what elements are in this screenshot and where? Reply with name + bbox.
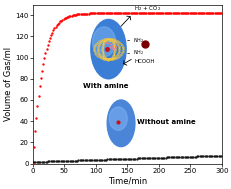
FancyArrowPatch shape <box>106 43 116 50</box>
Text: NH$_2$: NH$_2$ <box>132 36 143 45</box>
Text: With amine: With amine <box>82 83 128 89</box>
Text: HCOOH: HCOOH <box>134 59 154 64</box>
Text: NH$_2$: NH$_2$ <box>132 48 143 57</box>
Y-axis label: Volume of Gas/ml: Volume of Gas/ml <box>3 47 12 121</box>
Text: H$_2$ + CO$_2$: H$_2$ + CO$_2$ <box>133 4 160 13</box>
Ellipse shape <box>91 19 125 79</box>
Ellipse shape <box>92 27 115 57</box>
Ellipse shape <box>109 107 127 130</box>
Ellipse shape <box>107 100 134 147</box>
Text: Without amine: Without amine <box>137 119 195 125</box>
X-axis label: Time/min: Time/min <box>107 177 146 186</box>
Bar <box>102 41 114 58</box>
